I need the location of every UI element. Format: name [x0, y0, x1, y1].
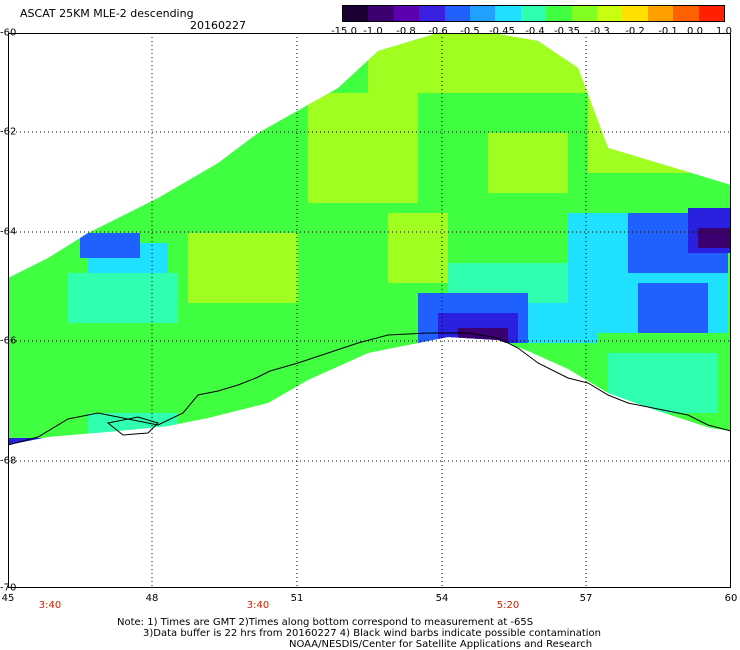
- longitude-label: 57: [579, 593, 593, 604]
- colorbar-segment: [698, 6, 725, 21]
- colorbar-labels: -15.0 -1.0 -0.8 -0.6 -0.5 -0.45 -0.4 -0.35 -0.3 -…: [320, 26, 740, 38]
- antarctic-coastline: [106, 416, 159, 436]
- colorbar-tick-label: -0.6: [428, 26, 448, 37]
- colorbar-tick-label: -0.35: [554, 26, 580, 37]
- colorbar-segment: [622, 6, 648, 21]
- field-patch-aqua: [68, 273, 178, 323]
- field-patch-lime: [368, 33, 598, 93]
- colorbar-segment: [419, 6, 445, 21]
- latitude-label: -66: [0, 335, 17, 347]
- colorbar-segment: [647, 6, 674, 21]
- colorbar-segment: [470, 6, 496, 21]
- colorbar-tick-label: 0.0: [687, 26, 703, 37]
- field-patch-lime: [488, 133, 568, 193]
- longitude-label: 45: [1, 593, 15, 604]
- field-patch-blue: [638, 283, 708, 333]
- note-line-1: Note: 1) Times are GMT 2)Times along bot…: [117, 617, 534, 628]
- pass-time-label: 5:20: [496, 600, 520, 611]
- colorbar-segment: [597, 6, 623, 21]
- colorbar-tick-label: -0.2: [625, 26, 645, 37]
- map-date: 20160227: [190, 19, 246, 32]
- colorbar-segment: [520, 6, 547, 21]
- latitude-label: -62: [0, 126, 17, 138]
- latitude-label: -64: [0, 226, 17, 238]
- longitude-label: 48: [145, 593, 159, 604]
- colorbar-segment: [571, 6, 598, 21]
- graticule: [8, 33, 731, 588]
- latitude-label: -68: [0, 455, 17, 467]
- antarctic-coastline: [8, 332, 731, 446]
- colorbar-tick-label: -0.1: [658, 26, 678, 37]
- colorbar-tick-label: 1.0: [716, 26, 732, 37]
- colorbar-tick-label: -0.8: [396, 26, 416, 37]
- colorbar-segment: [546, 6, 572, 21]
- colorbar-tick-label: -0.5: [460, 26, 480, 37]
- field-patch-lime: [388, 213, 448, 283]
- field-patch-blue: [80, 233, 140, 258]
- latitude-label: -70: [0, 582, 17, 594]
- longitude-label: 51: [290, 593, 304, 604]
- field-patch-aqua: [608, 353, 718, 413]
- colorbar-tick-label: -15.0: [331, 26, 357, 37]
- colorbar-tick-label: -0.3: [590, 26, 610, 37]
- note-line-3: NOAA/NESDIS/Center for Satellite Applica…: [289, 639, 593, 650]
- field-patch-lime: [188, 233, 298, 303]
- colorbar-segment: [444, 6, 471, 21]
- colorbar-segment: [495, 6, 521, 21]
- colorbar-tick-label: -0.4: [525, 26, 545, 37]
- field-patch-purple: [698, 228, 731, 248]
- field-patch-lime: [308, 93, 418, 203]
- colorbar-tick-label: -1.0: [363, 26, 383, 37]
- field-patch-lime: [588, 93, 698, 173]
- pass-time-label: 3:40: [38, 600, 62, 611]
- latitude-label: -60: [0, 27, 17, 39]
- colorbar-segment: [673, 6, 699, 21]
- longitude-label: 54: [435, 593, 449, 604]
- pass-time-label: 3:40: [246, 600, 270, 611]
- map-plot: [8, 33, 731, 588]
- colorbar-segment: [393, 6, 420, 21]
- note-line-2: 3)Data buffer is 22 hrs from 20160227 4)…: [143, 628, 601, 639]
- colorbar-segment: [343, 6, 369, 21]
- map-frame: [8, 33, 731, 588]
- colorbar-tick-label: -0.45: [489, 26, 515, 37]
- longitude-label: 60: [724, 593, 738, 604]
- colorbar-segment: [368, 6, 394, 21]
- colorbar: [342, 5, 725, 22]
- map-title: ASCAT 25KM MLE-2 descending: [20, 7, 194, 20]
